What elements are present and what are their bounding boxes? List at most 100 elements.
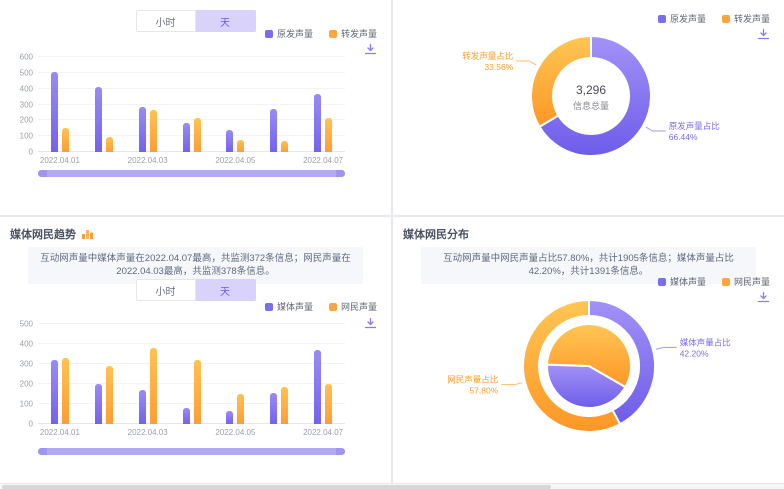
legend-marker — [657, 277, 666, 286]
grid-line — [38, 135, 345, 137]
time-granularity-toggle: 小时 天 — [135, 10, 256, 32]
bar[interactable] — [270, 108, 278, 152]
bar[interactable] — [237, 139, 245, 152]
toggle-hour-button[interactable]: 小时 — [135, 279, 196, 301]
bar[interactable] — [50, 72, 58, 152]
bar[interactable] — [314, 93, 322, 152]
pie-slice[interactable] — [522, 298, 622, 433]
time-granularity-toggle: 小时 天 — [135, 279, 256, 301]
legend: 媒体声量 网民声量 — [264, 300, 377, 313]
legend-marker — [264, 29, 273, 38]
toggle-day-button[interactable]: 天 — [195, 10, 256, 32]
bar-series — [38, 324, 345, 424]
legend-marker — [721, 277, 730, 286]
bar-group — [301, 324, 345, 424]
horizontal-scrollbar[interactable] — [0, 483, 784, 489]
panel-source-trend: 小时 天 原发声量 转发声量 0 100 200 300 400 500 600 2022.0… — [0, 0, 391, 215]
bar[interactable] — [281, 141, 289, 152]
legend-item[interactable]: 媒体声量 — [264, 300, 313, 313]
bar[interactable] — [105, 137, 113, 152]
legend-item[interactable]: 网民声量 — [328, 300, 377, 313]
bar[interactable] — [138, 107, 146, 152]
bar[interactable] — [182, 122, 190, 152]
panel-header: 媒体网民趋势 — [10, 226, 94, 242]
summary-text: 互动网声量中网民声量占比57.80%，共计1905条信息；媒体声量占比42.20… — [421, 247, 756, 284]
grid-line — [38, 56, 345, 57]
toggle-hour-button[interactable]: 小时 — [135, 10, 196, 32]
bar[interactable] — [50, 360, 58, 424]
legend-marker — [657, 14, 666, 23]
bar[interactable] — [61, 357, 69, 424]
datazoom-slider[interactable] — [38, 170, 345, 177]
bar[interactable] — [314, 349, 322, 424]
panel-title: 媒体网民趋势 — [10, 229, 76, 241]
scrollbar-thumb[interactable] — [2, 485, 551, 489]
y-axis-label: 400 — [19, 84, 33, 94]
legend-marker — [328, 29, 337, 38]
bar[interactable] — [226, 411, 234, 424]
legend-marker — [721, 14, 730, 23]
y-axis-label: 100 — [19, 131, 33, 141]
legend-label: 媒体声量 — [276, 302, 313, 312]
bar[interactable] — [270, 392, 278, 424]
inner-pie-slice[interactable] — [545, 323, 632, 389]
pie-slice-label: 媒体声量占比 42.20% — [680, 337, 731, 358]
grid-line — [38, 423, 345, 424]
bar[interactable] — [193, 359, 201, 424]
legend-item[interactable]: 原发声量 — [657, 12, 706, 25]
download-icon[interactable] — [757, 291, 770, 304]
bar-chart-source-trend: 0 100 200 300 400 500 600 2022.04.01 2022.04.03… — [20, 53, 345, 165]
y-axis-label: 500 — [19, 319, 33, 329]
x-axis-label: 2022.04.05 — [215, 156, 256, 165]
y-axis-label: 600 — [19, 52, 33, 62]
x-axis-label — [170, 156, 214, 165]
x-axis-label: 2022.04.03 — [127, 428, 168, 437]
y-axis-label: 300 — [19, 359, 33, 369]
download-icon[interactable] — [364, 43, 377, 56]
bar[interactable] — [149, 348, 157, 424]
bar[interactable] — [149, 110, 157, 152]
legend-item[interactable]: 转发声量 — [328, 27, 377, 40]
bar[interactable] — [94, 384, 102, 424]
legend-item[interactable]: 网民声量 — [721, 275, 770, 288]
bar[interactable] — [138, 390, 146, 424]
bar[interactable] — [325, 117, 333, 152]
grid-line — [38, 119, 345, 121]
bar[interactable] — [94, 87, 102, 152]
bar[interactable] — [325, 383, 333, 424]
bar-group — [170, 57, 214, 152]
bar[interactable] — [237, 394, 245, 424]
bar[interactable] — [61, 128, 69, 152]
bar[interactable] — [193, 117, 201, 152]
bar[interactable] — [226, 130, 234, 152]
download-icon[interactable] — [757, 28, 770, 41]
datazoom-slider[interactable] — [38, 448, 345, 455]
bar[interactable] — [105, 365, 113, 424]
legend-label: 原发声量 — [276, 29, 313, 39]
x-axis-label: 2022.04.01 — [39, 428, 80, 437]
x-axis-label: 2022.04.01 — [39, 156, 80, 165]
toggle-day-button[interactable]: 天 — [195, 279, 256, 301]
pie-slice[interactable] — [538, 34, 652, 157]
legend-item[interactable]: 原发声量 — [264, 27, 313, 40]
legend-label: 转发声量 — [340, 29, 377, 39]
bar-group — [213, 57, 257, 152]
bar-group — [38, 324, 82, 424]
legend-label: 媒体声量 — [669, 277, 706, 287]
pie-slice[interactable] — [530, 34, 592, 129]
legend-label: 原发声量 — [669, 14, 706, 24]
label-leader-line — [501, 382, 523, 386]
inner-pie-slice[interactable] — [546, 363, 627, 409]
legend-item[interactable]: 转发声量 — [721, 12, 770, 25]
legend-item[interactable]: 媒体声量 — [657, 275, 706, 288]
bar[interactable] — [182, 407, 190, 424]
panel-source-share: 原发声量 转发声量 原发声量占比 66.44% 转发声量占比 33.56% 3,296 信息… — [393, 0, 784, 215]
panel-title: 媒体网民分布 — [403, 229, 469, 241]
grid-line — [38, 383, 345, 384]
donut-chart-source-share: 原发声量占比 66.44% 转发声量占比 33.56% 3,296 信息总量 — [462, 34, 720, 157]
x-axis-label — [257, 428, 301, 437]
bar[interactable] — [281, 387, 289, 424]
download-icon[interactable] — [364, 317, 377, 330]
legend-label: 网民声量 — [340, 302, 377, 312]
